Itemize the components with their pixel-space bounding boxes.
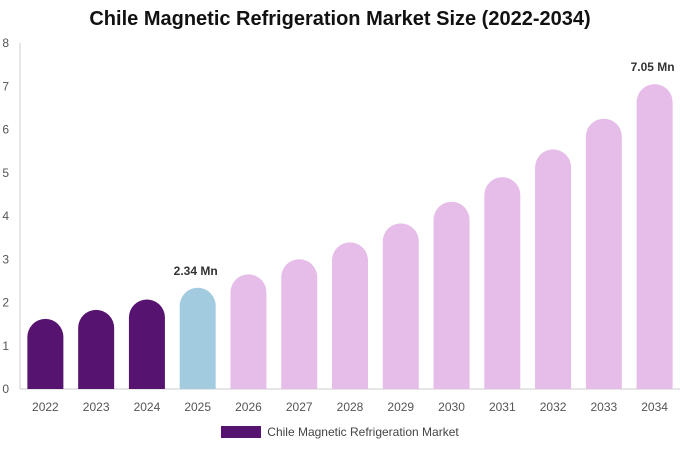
bar-2026 [230,274,267,389]
x-tick-label: 2028 [337,400,364,414]
bar-2022 [27,318,64,389]
x-tick-label: 2034 [641,400,668,414]
bar-2034 [636,84,673,390]
bar-2029 [382,223,419,389]
x-tick-label: 2024 [134,400,161,414]
legend: Chile Magnetic Refrigeration Market [0,425,680,439]
x-tick-label: 2025 [184,400,211,414]
x-tick-label: 2029 [387,400,414,414]
data-label: 2.34 Mn [174,264,218,278]
legend-swatch [221,426,262,438]
bar-2030 [433,201,470,389]
y-tick-label: 1 [2,339,9,353]
legend-label: Chile Magnetic Refrigeration Market [267,425,459,439]
x-tick-label: 2032 [540,400,567,414]
bar-2031 [484,177,521,389]
y-tick-label: 8 [2,36,9,50]
bar-2025 [179,287,216,389]
bar-2023 [78,309,115,389]
data-label: 7.05 Mn [631,60,675,74]
y-tick-label: 6 [2,123,9,137]
y-tick-label: 5 [2,166,9,180]
bar-2024 [128,299,165,389]
x-tick-label: 2022 [32,400,59,414]
bar-2032 [535,149,572,389]
y-tick-label: 4 [2,209,9,223]
y-tick-label: 7 [2,79,9,93]
bar-2028 [332,242,368,389]
bar-2033 [585,118,622,389]
y-tick-label: 2 [2,296,9,310]
chart-title: Chile Magnetic Refrigeration Market Size… [89,8,591,30]
x-tick-label: 2033 [590,400,617,414]
x-tick-label: 2023 [83,400,110,414]
x-tick-label: 2026 [235,400,262,414]
x-tick-label: 2027 [286,400,313,414]
x-tick-label: 2030 [438,400,465,414]
y-tick-label: 0 [2,382,9,396]
bar-2027 [281,259,318,389]
x-tick-label: 2031 [489,400,516,414]
y-tick-label: 3 [2,252,9,266]
